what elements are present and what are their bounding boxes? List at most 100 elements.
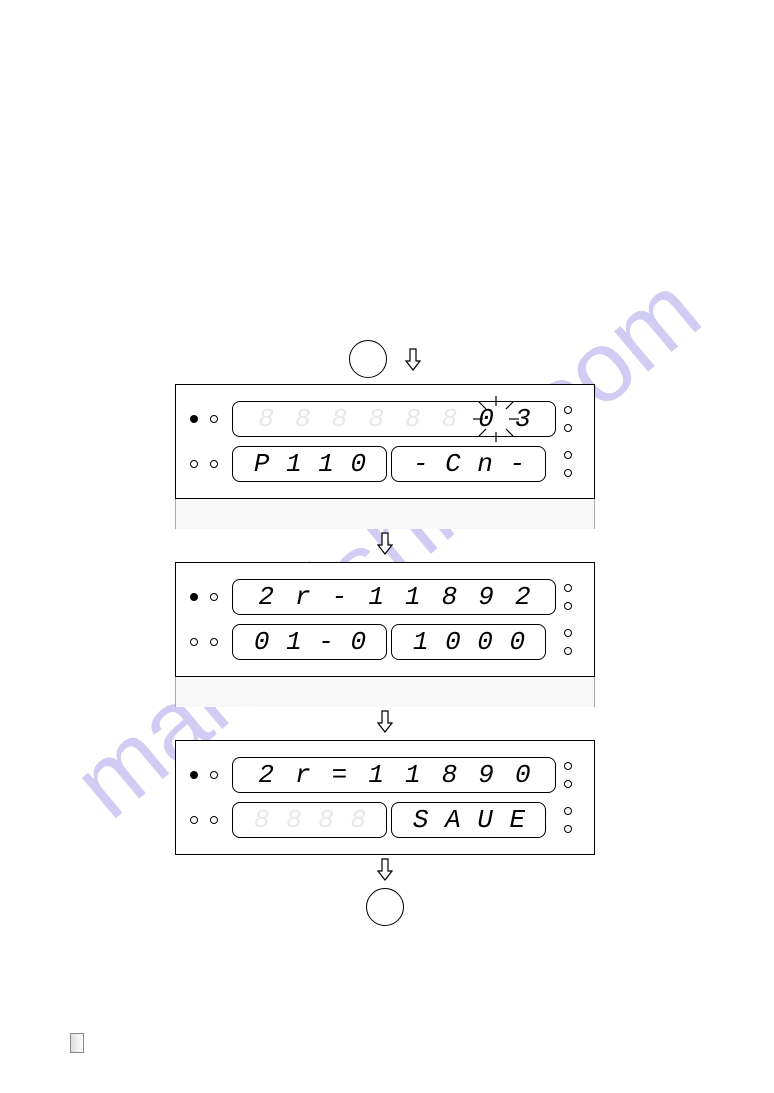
panel3-row1: 2 r = 1 1 8 9 0 <box>190 754 580 796</box>
segment: 8 <box>439 762 459 788</box>
segment: 0 <box>348 629 368 655</box>
segment: - <box>316 629 336 655</box>
step-circle-a <box>349 340 387 378</box>
led-indicator <box>210 771 218 779</box>
lcd-display-left: P 1 1 0 <box>232 446 387 482</box>
lcd-display: 2 r - 1 1 8 9 2 <box>232 579 556 615</box>
led-indicator <box>564 451 572 459</box>
left-indicators <box>190 415 232 423</box>
led-indicator <box>564 469 572 477</box>
segment: 8 <box>439 406 459 432</box>
arrow-down-icon <box>175 531 595 560</box>
bottom-marker <box>175 888 595 926</box>
panel3-row2: 8 8 8 8 S A U E <box>190 799 580 841</box>
segment: 1 <box>402 584 422 610</box>
segment: - <box>410 451 430 477</box>
segment: 8 <box>402 406 422 432</box>
segment: 0 <box>507 629 527 655</box>
connector-gap <box>175 677 595 707</box>
left-indicators <box>190 593 232 601</box>
led-indicator <box>210 593 218 601</box>
segment: = <box>329 762 349 788</box>
segment: 2 <box>256 762 276 788</box>
segment: 0 <box>442 629 462 655</box>
segment: 0 <box>476 406 496 432</box>
led-indicator <box>564 807 572 815</box>
segment: 9 <box>476 584 496 610</box>
segment: 8 <box>316 807 336 833</box>
led-indicator <box>564 825 572 833</box>
segment: - <box>507 451 527 477</box>
segment: 0 <box>251 629 271 655</box>
led-indicator <box>564 647 572 655</box>
segment: C <box>442 451 462 477</box>
panel2-row1: 2 r - 1 1 8 9 2 <box>190 576 580 618</box>
led-indicator <box>190 593 198 601</box>
led-indicator <box>210 415 218 423</box>
display-panel-1: 8 8 8 8 8 8 0 3 <box>175 384 595 499</box>
display-panel-3: 2 r = 1 1 8 9 0 <box>175 740 595 855</box>
led-indicator <box>190 771 198 779</box>
left-indicators <box>190 638 232 646</box>
left-indicators <box>190 460 232 468</box>
segment: U <box>475 807 495 833</box>
led-indicator <box>210 816 218 824</box>
top-marker <box>175 340 595 378</box>
segment: 2 <box>256 584 276 610</box>
step-circle-b <box>366 888 404 926</box>
segment: E <box>507 807 527 833</box>
segment: 8 <box>329 406 349 432</box>
right-indicators <box>556 762 580 788</box>
segment: 0 <box>512 762 532 788</box>
led-indicator <box>190 638 198 646</box>
right-indicators <box>556 807 580 833</box>
led-indicator <box>564 780 572 788</box>
page-icon <box>70 1033 84 1053</box>
segment: P <box>251 451 271 477</box>
panel2-row2: 0 1 - 0 1 0 0 0 <box>190 621 580 663</box>
right-indicators <box>556 406 580 432</box>
segment: 8 <box>251 807 271 833</box>
led-indicator <box>190 460 198 468</box>
segment: - <box>329 584 349 610</box>
led-indicator <box>190 816 198 824</box>
led-indicator <box>190 415 198 423</box>
connector-gap <box>175 499 595 529</box>
segment: 8 <box>256 406 276 432</box>
segment: 0 <box>475 629 495 655</box>
segment: 1 <box>283 629 303 655</box>
right-indicators <box>556 584 580 610</box>
segment: 8 <box>283 807 303 833</box>
segment: A <box>442 807 462 833</box>
led-indicator <box>210 638 218 646</box>
arrow-down-icon <box>175 857 595 886</box>
segment: 2 <box>512 584 532 610</box>
segment: 1 <box>366 762 386 788</box>
segment: 8 <box>366 406 386 432</box>
led-indicator <box>210 460 218 468</box>
lcd-display: 2 r = 1 1 8 9 0 <box>232 757 556 793</box>
lcd-display: 8 8 8 8 8 8 0 3 <box>232 401 556 437</box>
left-indicators <box>190 816 232 824</box>
right-indicators <box>556 451 580 477</box>
display-panel-2: 2 r - 1 1 8 9 2 <box>175 562 595 677</box>
led-indicator <box>564 602 572 610</box>
segment: 9 <box>476 762 496 788</box>
diagram-container: 8 8 8 8 8 8 0 3 <box>175 340 595 926</box>
right-indicators <box>556 629 580 655</box>
segment: 0 <box>348 451 368 477</box>
led-indicator <box>564 762 572 770</box>
panel1-row1: 8 8 8 8 8 8 0 3 <box>190 398 580 440</box>
lcd-display-right: S A U E <box>391 802 546 838</box>
arrow-down-icon <box>405 347 421 371</box>
segment: 1 <box>283 451 303 477</box>
left-indicators <box>190 771 232 779</box>
segment: n <box>475 451 495 477</box>
lcd-display-right: 1 0 0 0 <box>391 624 546 660</box>
segment: S <box>410 807 430 833</box>
lcd-display-right: - C n - <box>391 446 546 482</box>
arrow-down-icon <box>175 709 595 738</box>
segment: 1 <box>402 762 422 788</box>
segment: 8 <box>292 406 312 432</box>
segment: 8 <box>439 584 459 610</box>
